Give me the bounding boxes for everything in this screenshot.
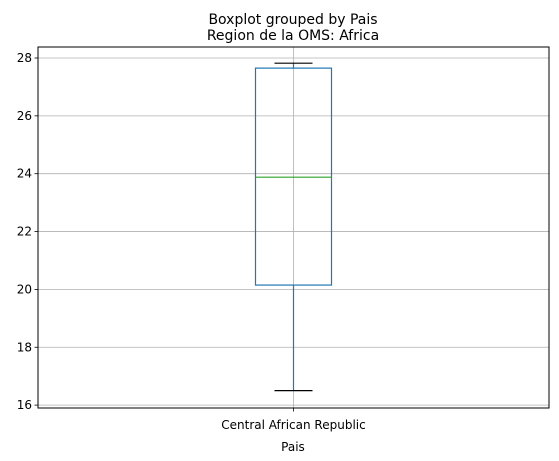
y-tick-label: 18: [17, 340, 32, 354]
y-tick-label: 24: [17, 167, 32, 181]
chart-title: Region de la OMS: Africa: [207, 28, 379, 44]
y-tick-label: 22: [17, 225, 32, 239]
x-tick-label: Central African Republic: [221, 418, 365, 432]
y-tick-label: 28: [17, 51, 32, 65]
box-group: [254, 62, 333, 392]
y-tick-label: 16: [17, 398, 32, 412]
chart-suptitle: Boxplot grouped by Pais: [208, 12, 377, 28]
y-tick-label: 20: [17, 282, 32, 296]
y-axis: 16 18 20 22 24 26 28: [17, 51, 38, 412]
y-tick-label: 26: [17, 109, 32, 123]
x-axis: Central African Republic: [221, 408, 366, 432]
x-axis-label: Pais: [281, 440, 305, 454]
